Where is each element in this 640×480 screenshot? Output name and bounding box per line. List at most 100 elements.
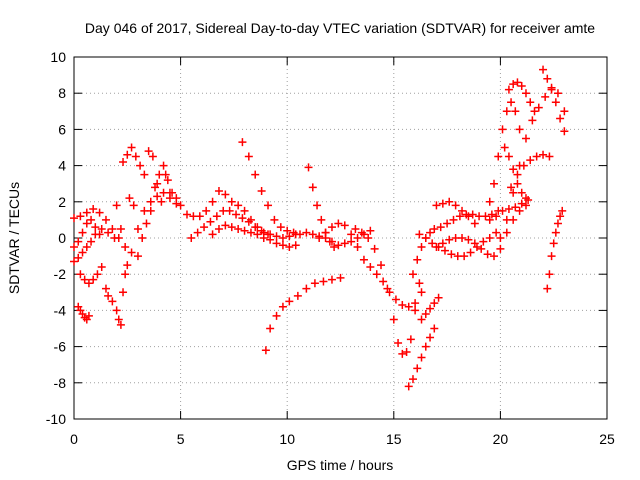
data-point-marker [430,299,439,308]
data-point-marker [451,201,460,210]
y-tick-label: 10 [50,49,66,65]
data-point-marker [513,179,522,188]
data-point-marker [84,279,93,288]
data-point-marker [125,194,134,203]
data-point-marker [278,302,287,311]
data-point-marker [123,261,132,270]
x-tick-label: 0 [70,431,78,447]
data-point-marker [502,215,511,224]
data-point-marker [366,262,375,271]
data-point-marker [411,299,420,308]
data-series [417,293,443,324]
data-point-marker [398,349,407,358]
data-point-marker [78,228,87,237]
data-point-marker [479,237,488,246]
data-point-marker [138,234,147,242]
data-series [119,143,174,206]
data-point-marker [238,138,247,147]
data-point-marker [278,241,287,250]
data-series [504,78,539,116]
data-point-marker [82,208,91,217]
data-point-marker [545,270,554,279]
data-point-marker [426,333,435,342]
data-point-marker [70,243,78,252]
data-point-marker [159,161,168,170]
data-point-marker [157,197,166,206]
data-point-marker [246,228,255,237]
data-point-marker [415,230,424,239]
data-point-marker [172,194,181,203]
data-point-marker [327,275,336,284]
data-point-marker [144,147,153,156]
data-point-marker [391,295,400,304]
y-tick-label: -2 [54,266,67,282]
x-tick-label: 25 [599,431,615,447]
data-point-marker [140,170,149,179]
data-point-marker [295,230,304,239]
data-point-marker [278,234,287,242]
data-point-marker [95,230,104,239]
data-point-marker [214,224,223,233]
data-point-marker [364,234,373,242]
data-point-marker [261,346,270,355]
data-point-marker [221,190,230,199]
data-point-marker [434,293,443,302]
data-point-marker [208,230,217,239]
data-point-marker [353,234,362,242]
axis-ticks [73,56,608,420]
data-point-marker [517,188,526,197]
data-point-marker [408,270,417,279]
y-tick-label: 8 [58,85,66,101]
data-point-marker [108,297,117,306]
data-point-marker [543,284,552,293]
data-point-marker [116,320,125,329]
data-series [76,262,106,288]
data-point-marker [251,170,260,179]
data-point-marker [308,230,317,239]
data-point-marker [417,315,426,324]
data-point-marker [340,221,349,230]
data-point-marker [517,81,526,90]
data-point-marker [500,143,509,152]
data-point-marker [502,107,511,116]
data-point-marker [496,234,505,242]
data-point-marker [357,228,366,237]
y-tick-label: -8 [54,375,67,391]
data-point-marker [498,206,507,215]
data-point-marker [449,215,458,224]
x-tick-label: 15 [386,431,402,447]
data-point-marker [104,228,113,237]
data-point-marker [417,243,426,252]
data-series [404,324,439,391]
data-point-marker [163,176,172,185]
data-point-marker [492,228,501,237]
data-point-marker [428,239,437,248]
data-point-marker [485,234,494,242]
data-point-marker [291,241,300,250]
data-point-marker [200,223,209,232]
data-point-marker [353,243,362,252]
data-point-marker [398,300,407,309]
data-point-marker [438,239,447,248]
data-point-marker [285,232,294,241]
x-tick-label: 10 [279,431,295,447]
data-series [168,186,300,242]
data-point-marker [70,214,78,223]
data-point-marker [336,273,345,282]
data-point-marker [415,279,424,288]
data-point-marker [417,288,426,297]
data-point-marker [257,226,266,235]
data-point-marker [504,85,513,94]
data-point-marker [545,152,554,161]
data-point-marker [519,161,528,170]
data-point-marker [421,310,430,319]
data-point-marker [547,252,556,261]
data-series [133,161,172,261]
data-point-marker [101,215,110,224]
data-point-marker [87,237,96,246]
data-point-marker [283,226,292,235]
data-point-marker [413,255,422,264]
data-point-marker [221,221,230,230]
data-point-marker [214,186,223,195]
data-point-marker [402,348,411,357]
